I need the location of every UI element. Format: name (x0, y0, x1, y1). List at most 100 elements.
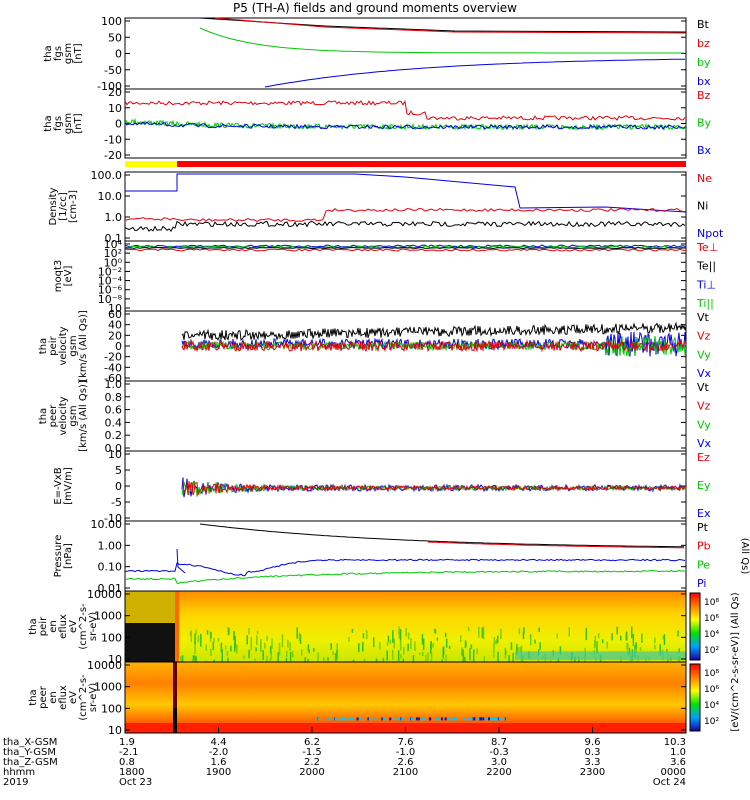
spectrogram-pixel (336, 649, 338, 660)
y-tick-label: 100 (101, 702, 122, 715)
spectrogram-pixel (472, 649, 475, 663)
y-tick-label: 10⁴ (104, 238, 123, 251)
spectrogram-pixel (386, 650, 388, 661)
spectrogram-pixel (392, 649, 394, 660)
spectrogram-pixel (493, 654, 495, 658)
spectrogram-pixel (393, 717, 396, 721)
spectrogram-pixel (396, 717, 399, 721)
y-axis-label: en (48, 620, 59, 633)
y-axis-label: moqt3 (53, 260, 64, 293)
y-tick-label: 0 (115, 118, 122, 131)
y-tick-label: 20 (108, 329, 122, 342)
spectrogram-pixel (363, 658, 366, 665)
x-row-label: tha_Y-GSM (3, 747, 56, 758)
panel-1: 100 50 0 -50 -100 tha fgs gsm [nT] Bt bz by bx (43, 15, 711, 93)
x-tick-y: -1.5 (302, 747, 322, 758)
spectrogram-pixel (255, 647, 257, 652)
spectrogram-pixel (517, 647, 519, 652)
y-tick-label: 1.00 (98, 539, 123, 552)
spectrogram-pixel (289, 642, 291, 651)
spectrogram-pixel (491, 717, 494, 721)
spectrogram-pixel (248, 649, 250, 659)
spectrogram-pixel (498, 717, 501, 721)
panel-8: 10.00 1.00 0.10 0.01 Pressure [nPa] Pt Pb Pe Pi (A… (53, 518, 750, 595)
x-tick-y: -0.3 (489, 747, 509, 758)
y-axis-label: eflux (58, 614, 69, 639)
colorbar-strip (689, 592, 701, 661)
spectrogram-pixel (512, 653, 514, 664)
spectrogram-pixel (243, 655, 245, 659)
spectrogram-pixel (351, 628, 354, 633)
spectrogram-pixel (374, 717, 377, 721)
spectrogram-boundary (173, 662, 177, 733)
spectrogram-pixel (307, 644, 310, 651)
spectrogram-pixel (189, 631, 192, 636)
y-axis-label: [km/s (All Qs)] (78, 310, 89, 382)
spectrogram-pixel (264, 642, 266, 649)
spectrogram-pixel (635, 642, 637, 650)
spectrogram-pixel (417, 717, 420, 721)
trace-Te-par (124, 246, 687, 250)
y-axis-label: [km/s (All Qs)] (78, 380, 89, 452)
y-tick-label: 0.10 (98, 561, 123, 574)
y-tick-label: -60 (104, 372, 122, 385)
y-tick-label: 10⁻⁸ (98, 293, 123, 306)
y-axis-label: peer (38, 685, 49, 709)
trace-By (124, 117, 687, 132)
y-axis-label: gsm (68, 335, 79, 356)
spectrogram-pixel (308, 649, 310, 654)
spectrogram-pixel (206, 630, 209, 635)
colorbar-tick-label: 10² (704, 717, 719, 727)
y-tick-label: 10.0 (98, 190, 123, 203)
spectrogram-pixel (481, 627, 484, 639)
x-tick-y: -2.1 (119, 747, 139, 758)
spectrogram-pixel (397, 650, 400, 662)
spectrogram-pixel (522, 631, 525, 640)
spectrogram-pixel (539, 642, 541, 650)
spectrogram-pixel (256, 635, 258, 645)
spectrogram-pixel (298, 632, 301, 641)
y-tick-label: 100 (101, 631, 122, 644)
spectrogram-pixel (496, 635, 499, 643)
spectrogram-pixel (495, 717, 498, 721)
trace-Pt (199, 523, 685, 548)
x-tick-z: 3.6 (670, 757, 686, 768)
x-row-label: 2019 (3, 777, 28, 788)
spectrogram-pixel (606, 641, 608, 649)
spectrogram-pixel (659, 644, 661, 657)
spectrogram-pixel (425, 654, 427, 665)
y-tick-label: 10 (108, 448, 122, 461)
x-tick-z: 1.6 (211, 757, 227, 768)
x-tick-hhmm: 1800 (119, 767, 144, 778)
spectrogram-pixel (405, 627, 407, 637)
legend-Te||: Te|| (696, 260, 716, 273)
spectrogram-pixel (520, 645, 523, 655)
spectrogram-pixel (327, 717, 330, 721)
spectrogram-pixel (663, 634, 666, 646)
spectrogram-pixel (464, 640, 467, 649)
spectrogram-pixel (389, 717, 392, 721)
y-tick-label: 60 (108, 308, 122, 321)
spectrogram-pixel (368, 717, 371, 721)
spectrogram-pixel (357, 717, 360, 721)
spectrogram-pixel (392, 630, 394, 643)
trace-Bx (124, 121, 686, 130)
spectrogram-pixel (400, 654, 402, 659)
y-tick-label: 0.1 (105, 232, 123, 245)
legend-Pi: Pi (697, 577, 706, 590)
spectrogram-pixel (246, 635, 248, 645)
spectrogram-pixel (278, 642, 281, 656)
y-axis-label: tha (43, 115, 54, 131)
spectrogram-pixel (212, 642, 214, 650)
y-tick-label: 10⁰ (104, 256, 123, 269)
spectrogram-pixel (221, 649, 223, 663)
colorbar-tick-label: 10⁶ (704, 614, 719, 624)
spectrogram-pixel (462, 654, 465, 667)
trace-Bz (124, 100, 686, 121)
spectrogram-pixel (518, 628, 521, 635)
trace-bz (214, 17, 687, 34)
spectrogram-pixel (367, 717, 370, 721)
x-tick-y: -2.0 (209, 747, 229, 758)
spectrogram-pixel (523, 627, 525, 634)
y-axis-label: sr-eV) (88, 683, 99, 712)
